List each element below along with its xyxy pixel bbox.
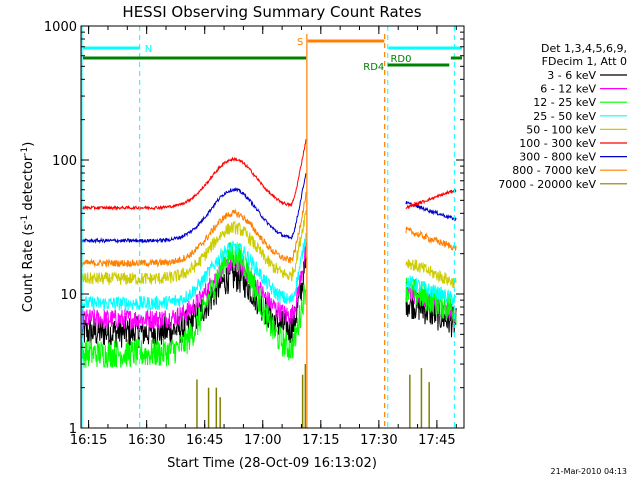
x-tick-label: 17:00 bbox=[244, 433, 281, 448]
x-tick-label: 16:45 bbox=[186, 433, 223, 448]
y-tick-label: 1000 bbox=[44, 20, 77, 35]
legend-entry-label: 25 - 50 keV bbox=[533, 110, 596, 123]
series-line-orbit1 bbox=[81, 173, 307, 245]
x-tick-label: 16:15 bbox=[70, 433, 107, 448]
plot-frame bbox=[80, 25, 465, 429]
x-tick-label: 17:30 bbox=[360, 433, 397, 448]
series-line-orbit1 bbox=[81, 139, 307, 211]
legend-entry-label: 50 - 100 keV bbox=[526, 123, 596, 136]
x-tick-label: 16:30 bbox=[128, 433, 165, 448]
y-tick-label: 100 bbox=[52, 154, 77, 169]
legend-header-line-1: Det 1,3,4,5,6,9, bbox=[541, 42, 627, 55]
legend-entry-label: 100 - 300 keV bbox=[519, 137, 596, 150]
legend-entry-label: 7000 - 20000 keV bbox=[498, 178, 596, 191]
x-axis-label: Start Time (28-Oct-09 16:13:02) bbox=[167, 456, 377, 471]
flag-label-s: S bbox=[297, 37, 303, 48]
legend: Det 1,3,4,5,6,9, FDecim 1, Att 0 3 - 6 k… bbox=[498, 42, 627, 191]
y-axis-label: Count Rate (s-1 detector-1) bbox=[20, 142, 36, 313]
legend-entry-label: 800 - 7000 keV bbox=[512, 164, 596, 177]
series-line-orbit2 bbox=[405, 277, 457, 325]
series-line-orbit1 bbox=[81, 242, 306, 369]
legend-header-line-2: FDecim 1, Att 0 bbox=[542, 55, 627, 68]
legend-entry-label: 300 - 800 keV bbox=[519, 151, 596, 164]
legend-entry-label: 6 - 12 keV bbox=[540, 83, 596, 96]
series-line-orbit2 bbox=[405, 226, 457, 251]
series-line-orbit2 bbox=[405, 259, 457, 289]
footer-date: 21-Mar-2010 04:13 bbox=[551, 467, 628, 476]
x-tick-label: 17:45 bbox=[418, 433, 455, 448]
series-line-orbit1 bbox=[81, 241, 307, 330]
series-line-orbit2 bbox=[405, 275, 457, 306]
series-line-orbit2 bbox=[405, 188, 457, 210]
y-tick-label: 10 bbox=[60, 288, 77, 303]
flag-label-rd4: RD4 bbox=[363, 62, 384, 73]
y-tick-label: 1 bbox=[69, 422, 77, 437]
legend-entry-label: 12 - 25 keV bbox=[533, 96, 596, 109]
x-tick-label: 17:15 bbox=[302, 433, 339, 448]
series-line-orbit2 bbox=[405, 201, 457, 222]
series-line-orbit1 bbox=[81, 192, 307, 268]
plot-area: N S RD0 RD4 bbox=[81, 26, 462, 428]
series-line-orbit1 bbox=[81, 232, 307, 312]
chart-title: HESSI Observing Summary Count Rates bbox=[122, 3, 421, 21]
flag-label-rd0: RD0 bbox=[390, 54, 411, 65]
flag-label-n: N bbox=[145, 44, 152, 55]
legend-entry-label: 3 - 6 keV bbox=[547, 69, 596, 82]
series-line-orbit1 bbox=[81, 210, 307, 286]
axis-ticks: 16:15 16:30 16:45 17:00 17:15 17:30 17:45 1 10 10… bbox=[44, 20, 464, 448]
